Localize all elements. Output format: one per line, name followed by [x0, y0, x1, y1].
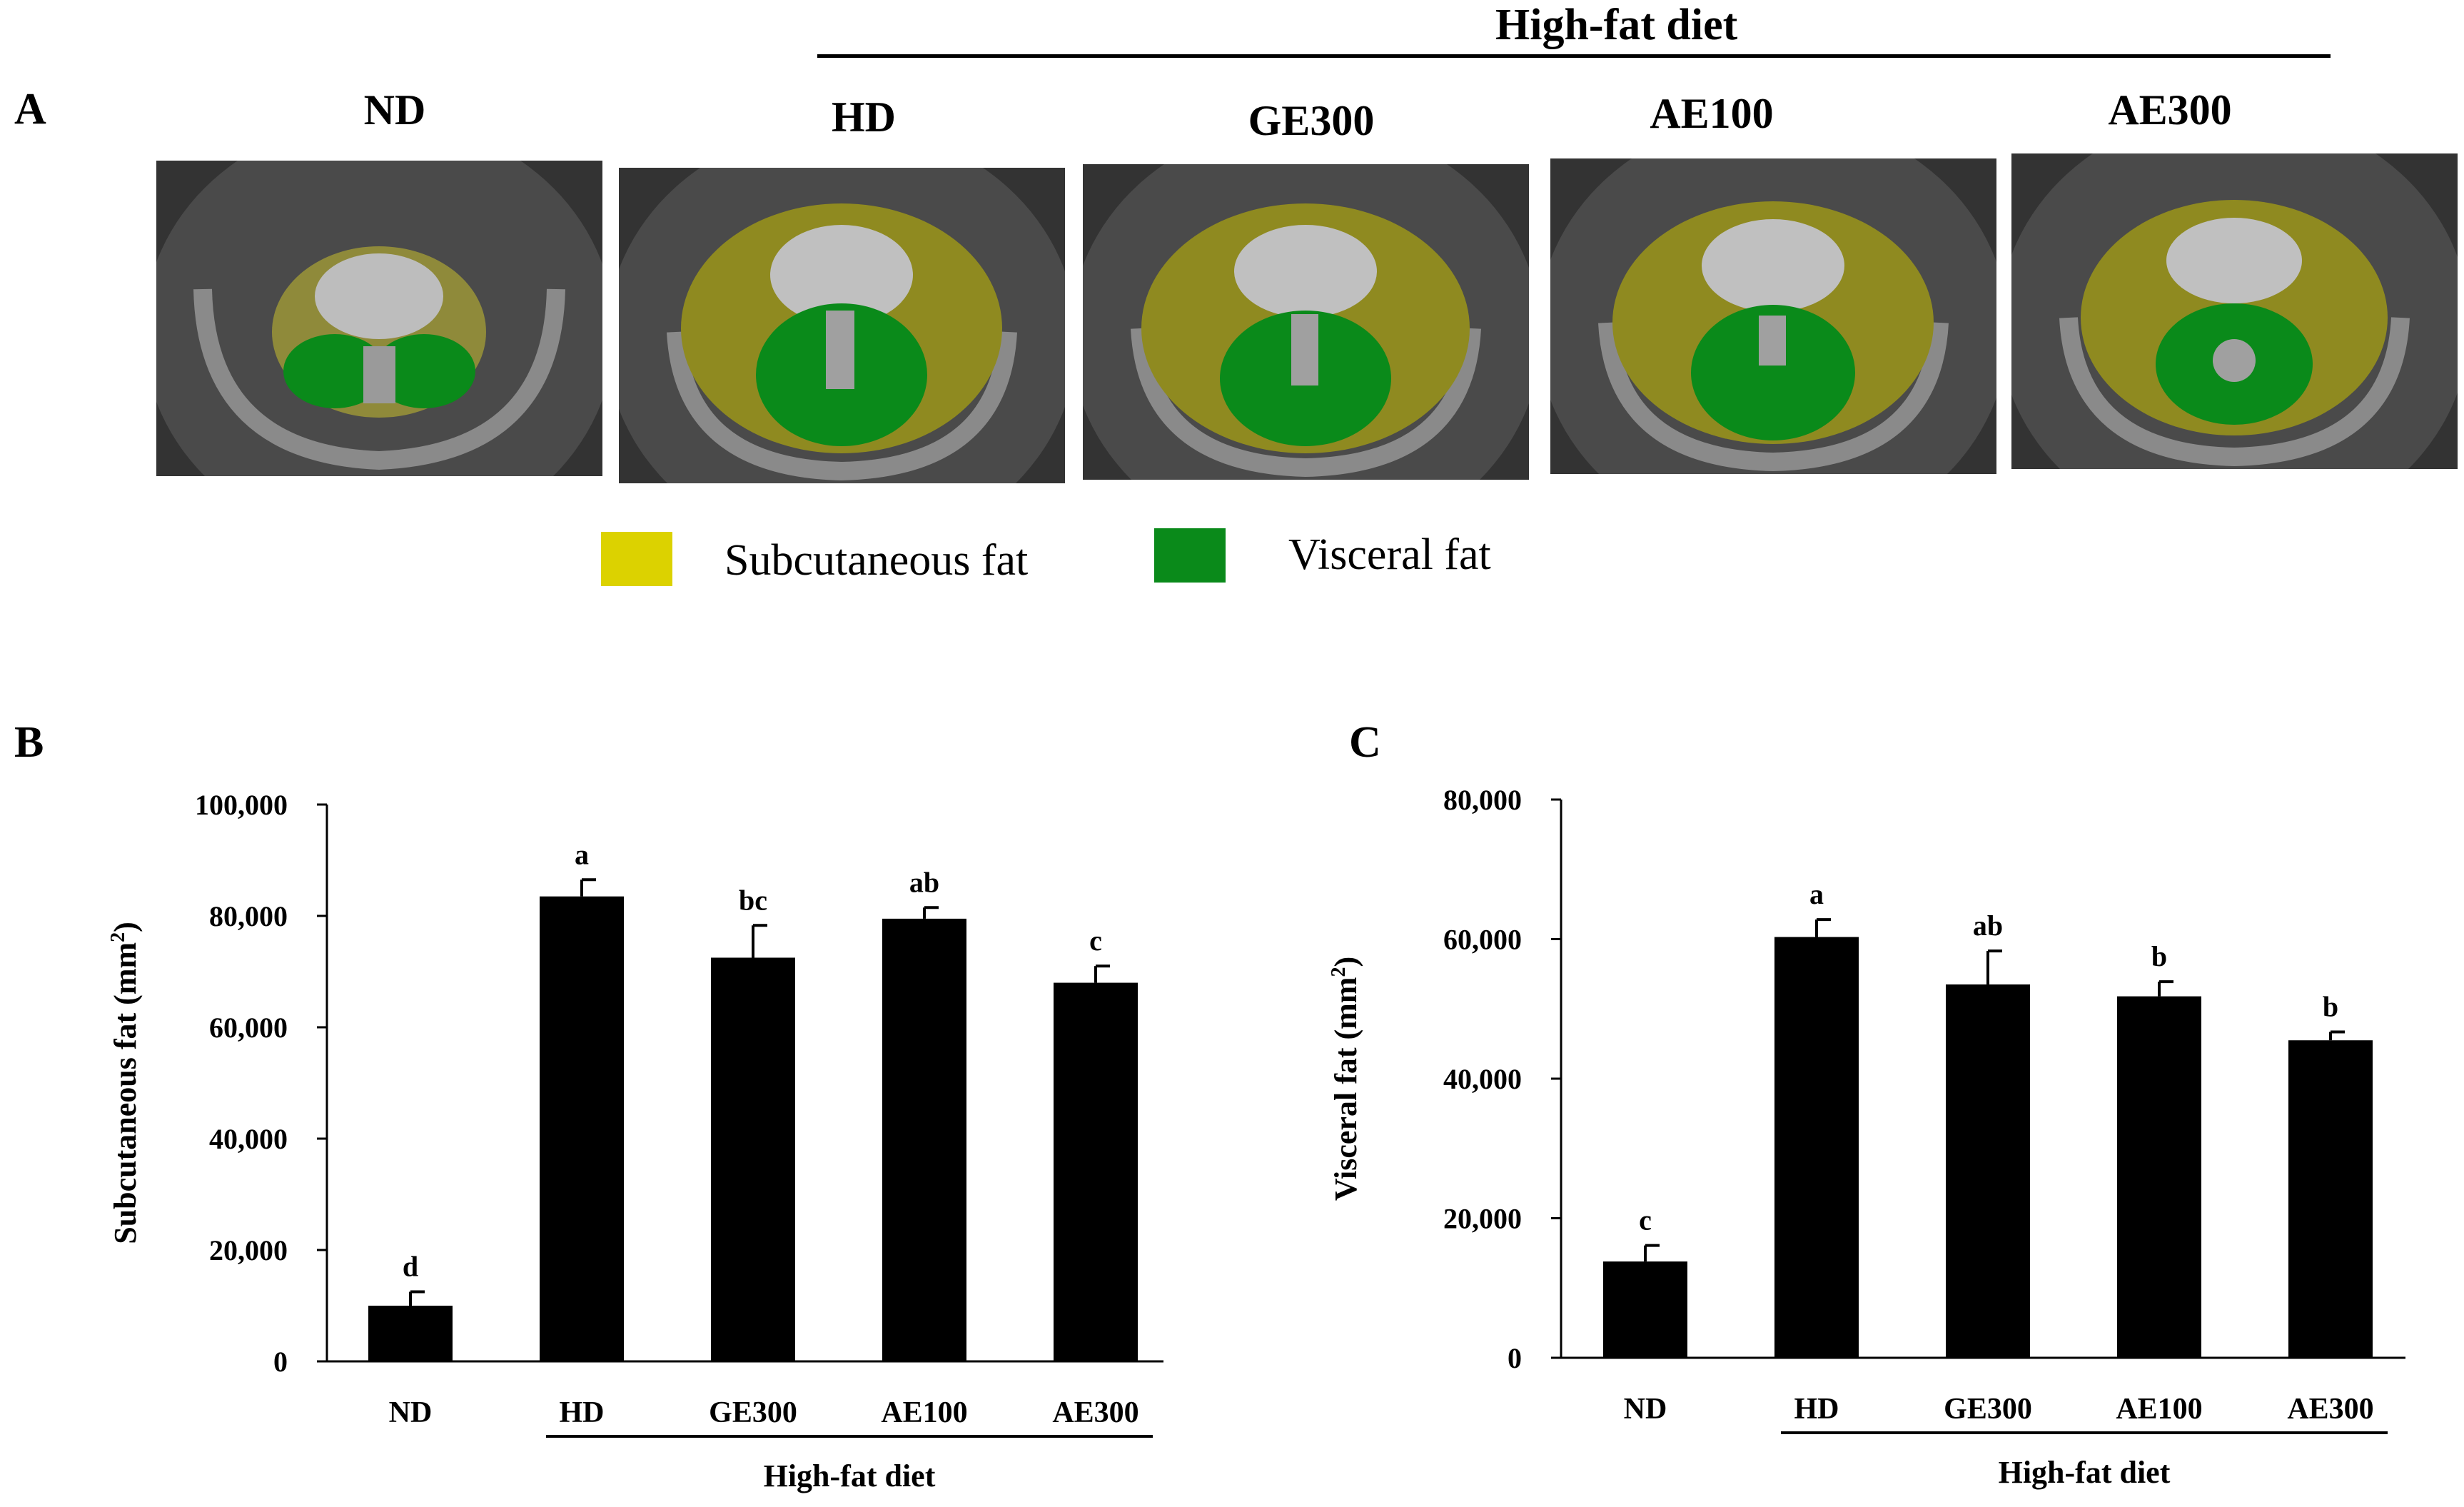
panel-c-letter: C [1349, 718, 1381, 767]
chart1-bar-hd [1774, 937, 1859, 1358]
chart1-significance-letter: ab [1973, 909, 2003, 942]
chart1-category-label-ge300: GE300 [1944, 1393, 2032, 1426]
chart1-category-label-ae300: AE300 [2287, 1393, 2373, 1426]
legend-swatch-subcutaneous [601, 532, 672, 586]
chart1-bar-ae100 [2117, 996, 2201, 1358]
panel-a-letter: A [14, 85, 46, 133]
ct-image-hd [619, 168, 1065, 483]
chart1-significance-letter: b [2151, 940, 2167, 972]
chart0-y-tick-label: 40,000 [209, 1123, 288, 1155]
chart0-y-tick-label: 0 [273, 1346, 288, 1378]
chart1-category-label-nd: ND [1624, 1393, 1667, 1426]
ct-image-ge300 [1083, 164, 1529, 480]
chart0-bar-ae100 [882, 918, 966, 1361]
ct-group-label-ae100: AE100 [1650, 90, 1774, 137]
subcutaneous-fat-chart: 0 20,000 40,000 60,000 80,000 100,000 d ND a HD bc… [107, 789, 1163, 1493]
chart1-y-tick-label: 60,000 [1443, 924, 1522, 956]
ct-group-label-ae300: AE300 [2108, 86, 2232, 133]
chart1-bar-ae300 [2288, 1040, 2373, 1358]
chart0-bar-ae300 [1054, 982, 1138, 1361]
chart0-y-axis-label: Subcutaneous fat (mm2) [107, 922, 143, 1244]
chart0-x-axis-label: High-fat diet [764, 1458, 936, 1493]
chart1-y-tick-label: 40,000 [1443, 1063, 1522, 1095]
chart0-bar-ge300 [711, 957, 795, 1361]
chart1-y-tick-label: 0 [1508, 1342, 1522, 1374]
ct-group-label-hd: HD [832, 94, 896, 141]
chart1-significance-letter: b [2323, 991, 2338, 1023]
chart1-bar-nd [1603, 1261, 1687, 1358]
chart0-significance-letter: c [1089, 924, 1102, 957]
legend-swatch-visceral [1154, 528, 1226, 583]
chart1-y-tick-label: 20,000 [1443, 1203, 1522, 1235]
chart0-category-label-ae100: AE100 [881, 1396, 967, 1429]
chart0-bar-hd [540, 896, 624, 1361]
chart1-x-axis-label: High-fat diet [1999, 1455, 2171, 1490]
ct-group-label-nd: ND [363, 86, 426, 133]
chart0-bar-nd [368, 1306, 453, 1361]
high-fat-diet-top-line [817, 54, 2331, 58]
ct-group-label-ge300: GE300 [1248, 97, 1375, 144]
chart0-category-label-ae300: AE300 [1052, 1396, 1138, 1429]
chart1-bar-ge300 [1946, 984, 2030, 1358]
chart1-significance-letter: a [1809, 878, 1824, 910]
chart1-category-label-ae100: AE100 [2116, 1393, 2202, 1426]
chart0-significance-letter: a [575, 838, 589, 870]
chart0-y-tick-label: 20,000 [209, 1234, 288, 1266]
high-fat-diet-top-label: High-fat diet [1495, 1, 1738, 49]
chart0-significance-letter: d [403, 1251, 418, 1283]
chart0-y-tick-label: 60,000 [209, 1012, 288, 1044]
chart0-significance-letter: bc [739, 884, 767, 916]
chart0-significance-letter: ab [909, 866, 939, 898]
ct-image-ae100 [1550, 158, 1996, 474]
chart0-category-label-ge300: GE300 [709, 1396, 797, 1429]
chart0-y-tick-label: 80,000 [209, 900, 288, 932]
ct-image-ae300 [2011, 153, 2458, 469]
chart1-significance-letter: c [1639, 1204, 1652, 1236]
panel-b-letter: B [14, 718, 44, 767]
chart1-y-tick-label: 80,000 [1443, 784, 1522, 816]
visceral-fat-chart: 0 20,000 40,000 60,000 80,000 c ND a HD ab GE300 b A… [1328, 784, 2405, 1490]
legend-label-subcutaneous: Subcutaneous fat [724, 536, 1029, 585]
chart1-category-label-hd: HD [1794, 1393, 1839, 1426]
ct-image-nd [156, 161, 602, 476]
chart1-y-axis-label: Visceral fat (mm2) [1328, 957, 1363, 1201]
chart0-category-label-hd: HD [560, 1396, 605, 1429]
chart0-y-tick-label: 100,000 [195, 789, 288, 821]
chart0-category-label-nd: ND [389, 1396, 433, 1429]
legend-label-visceral: Visceral fat [1288, 530, 1491, 579]
